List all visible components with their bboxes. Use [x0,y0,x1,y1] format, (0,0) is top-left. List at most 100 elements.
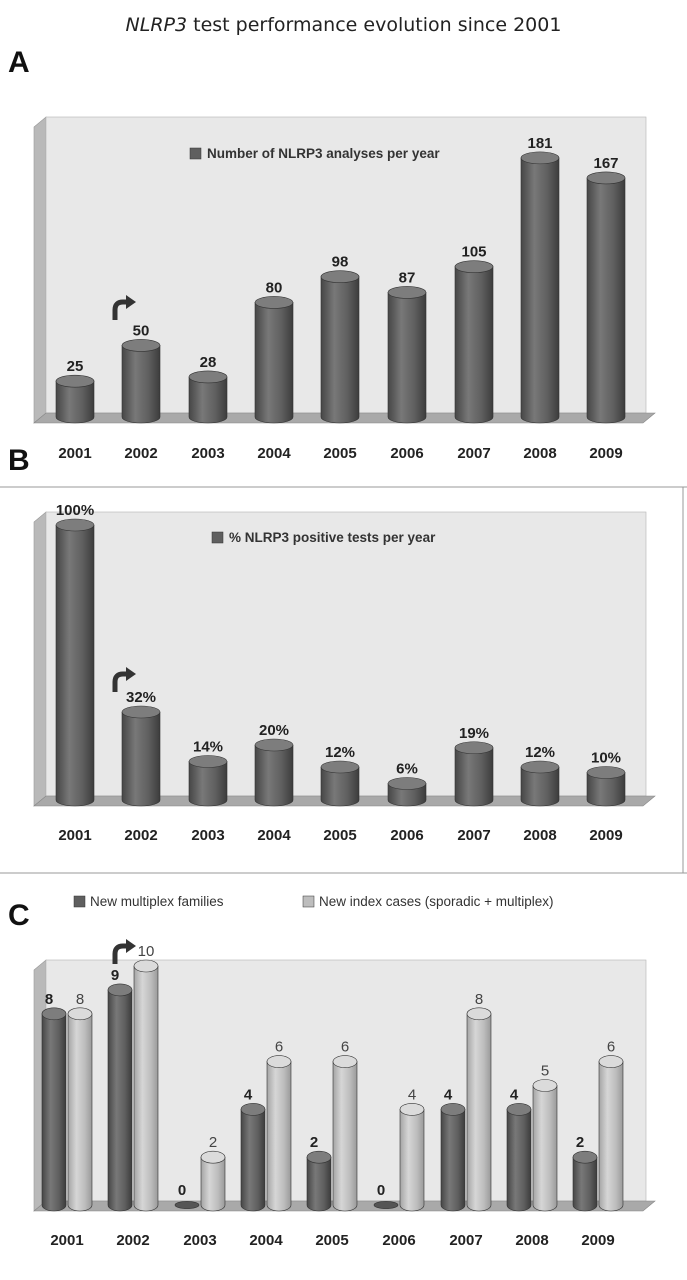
bar-a-s1-2009 [586,171,626,424]
data-label-c-s1-2001: 8 [45,991,53,1008]
tick-label-a-2005: 2005 [323,445,356,462]
tick-label-b-2009: 2009 [589,827,622,844]
tick-label-a-2004: 2004 [257,445,291,462]
bar-c-s1-2001-body [41,1013,67,1212]
bar-c-s1-2007 [440,1103,466,1212]
bar-a-s1-2007-body [454,266,494,424]
tick-label-b-2005: 2005 [323,827,356,844]
data-label-c-s2-2008: 5 [541,1063,549,1080]
bar-c-s1-2008-body [506,1109,532,1212]
bar-b-s1-2004-top [254,738,294,752]
bar-b-s1-2003-body [188,761,228,807]
bar-b-s1-2003 [188,755,228,807]
panel-a: A 25 50 28 80 98 87 105 181 167 2001 2002 2003 2004 20… [8,46,656,462]
bar-a-s1-2005-body [320,276,360,424]
bar-c-s2-2006-top [399,1103,425,1116]
data-label-c-s2-2007: 8 [475,991,483,1008]
tick-label-b-2004: 2004 [257,827,291,844]
bar-c-s1-2001 [41,1007,67,1212]
side-wall [33,511,47,807]
bar-a-s1-2004-body [254,302,294,424]
bar-c-s1-2004 [240,1103,266,1212]
bar-c-s2-2001-body [67,1013,93,1212]
bar-a-s1-2001 [55,374,95,424]
bar-c-s1-2009-body [572,1156,598,1212]
bar-c-s1-2006-base [373,1201,399,1209]
bar-c-s2-2008-top [532,1079,558,1092]
data-label-c-s2-2006: 4 [408,1086,416,1103]
arrow-annotation-a-shaft [112,299,127,320]
tick-label-b-2002: 2002 [124,827,157,844]
legend-label-a: Number of NLRP3 analyses per year [207,146,440,161]
bar-c-s2-2002 [133,959,159,1212]
data-label-c-s1-2006: 0 [377,1182,385,1199]
bar-c-s2-2003-body [200,1156,226,1212]
bar-c-s1-2002 [107,983,133,1212]
data-label-c-s2-2001: 8 [76,991,84,1008]
data-label-b-s1-2003: 14% [193,739,223,756]
legend-swatch-b [211,531,224,544]
bar-c-s2-2004 [266,1055,292,1212]
bar-a-s1-2001-body [55,380,95,424]
tick-label-c-2007: 2007 [449,1232,482,1249]
bar-a-s1-2006-top [387,286,427,299]
bar-c-s2-2008 [532,1079,558,1212]
bar-b-s1-2008-body [520,766,560,807]
bar-a-s1-2006-body [387,292,427,424]
data-label-a-s1-2006: 87 [399,269,416,286]
bar-c-s2-2007-body [466,1013,492,1212]
data-label-b-s1-2001: 100% [56,502,94,519]
tick-label-a-2009: 2009 [589,445,622,462]
bar-a-s1-2008-body [520,157,560,424]
bar-c-s1-2002-top [107,983,133,997]
data-label-c-s1-2004: 4 [244,1086,253,1103]
bar-a-s1-2009-body [586,177,626,424]
legend-swatch-c-s1 [73,895,86,908]
bar-a-s1-2002-top [121,339,161,352]
bar-a-s1-2005 [320,270,360,424]
data-label-c-s1-2002: 9 [111,967,119,984]
bar-b-s1-2001-body [55,524,95,807]
panel-letter-b: B [8,444,30,477]
tick-label-a-2006: 2006 [390,445,423,462]
bar-b-s1-2001 [55,518,95,807]
bar-b-s1-2006-top [387,777,427,790]
tick-label-c-2008: 2008 [515,1232,548,1249]
bar-c-s2-2005-body [332,1061,358,1212]
bar-b-s1-2009-top [586,766,626,779]
data-label-c-s2-2005: 6 [341,1039,349,1056]
data-label-a-s1-2003: 28 [200,354,217,371]
arrow-annotation-c-head [126,939,136,953]
bar-c-s1-2004-top [240,1103,266,1116]
tick-label-a-2008: 2008 [523,445,556,462]
bar-b-s1-2005-top [320,760,360,774]
bar-b-s1-2005-body [320,766,360,807]
bar-c-s2-2005-top [332,1055,358,1068]
bar-c-s1-2006 [373,1201,399,1209]
bar-c-s1-2009-top [572,1150,598,1164]
legend-label-c-s2: New index cases (sporadic + multiplex) [319,894,553,909]
figure-title-rest: test performance evolution since 2001 [187,14,562,36]
bar-a-s1-2004 [254,296,294,424]
tick-label-c-2005: 2005 [315,1232,348,1249]
bar-a-s1-2004-top [254,296,294,309]
data-label-c-s1-2008: 4 [510,1086,519,1103]
bar-c-s1-2004-body [240,1109,266,1212]
bar-c-s2-2003-top [200,1150,226,1164]
bar-c-s2-2001-top [67,1007,93,1021]
bar-b-s1-2004 [254,738,294,807]
bar-c-s1-2009 [572,1150,598,1212]
data-label-c-s1-2009: 2 [576,1134,584,1151]
bar-c-s2-2009-top [598,1055,624,1068]
data-label-a-s1-2002: 50 [133,322,150,339]
data-label-b-s1-2009: 10% [591,750,621,767]
bar-c-s2-2002-top [133,959,159,973]
data-label-c-s2-2009: 6 [607,1039,615,1056]
data-label-b-s1-2008: 12% [525,744,555,761]
data-label-b-s1-2002: 32% [126,689,156,706]
bar-c-s1-2008 [506,1103,532,1212]
panel-c: C 8 9 0 4 2 0 4 4 2 8 10 2 6 6 4 8 5 6 2001 2002 2003 2004 2005… [8,894,656,1249]
side-wall [33,116,47,424]
